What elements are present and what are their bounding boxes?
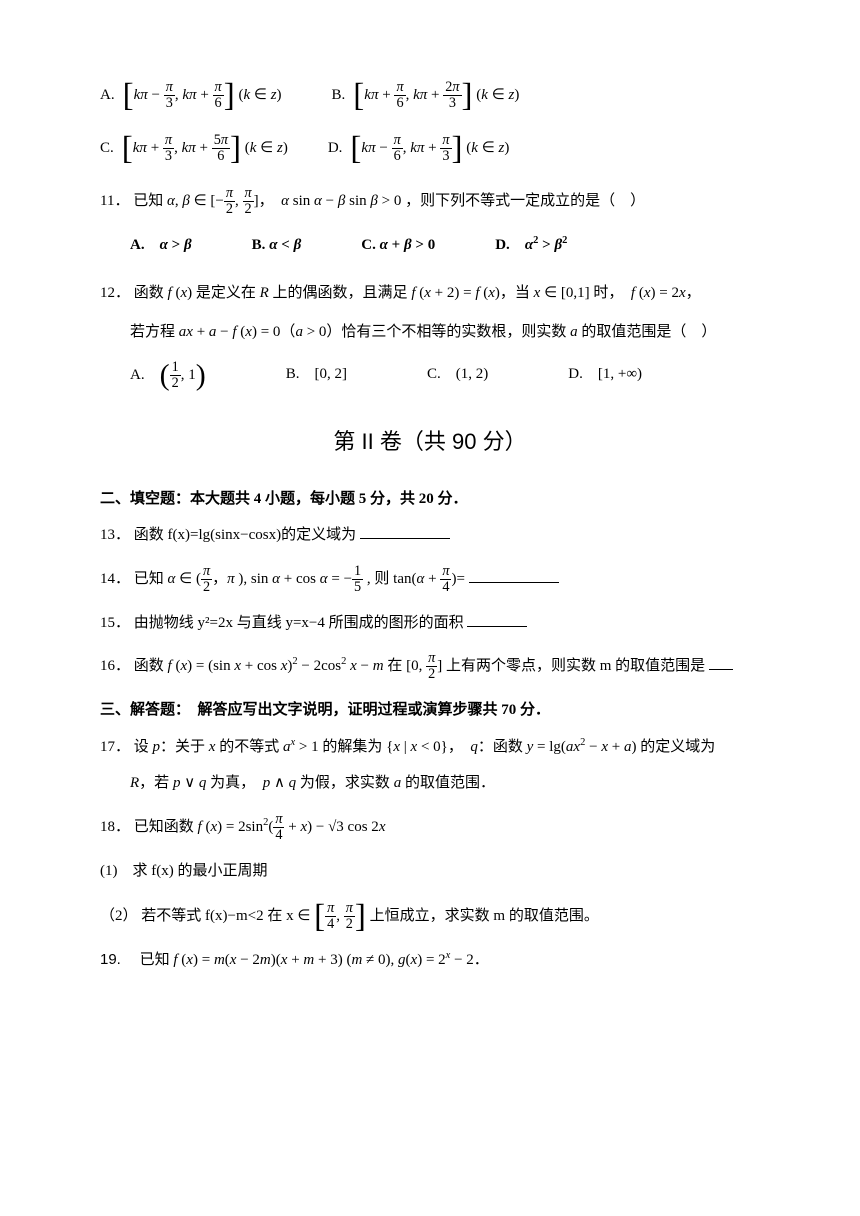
q11-opt-b: B. α < β	[252, 231, 302, 260]
question-19: 19. 已知 f (x) = m(x − 2m)(x + m + 3) (m ≠…	[100, 946, 760, 975]
q10-d-label: D.	[328, 134, 343, 163]
q10-a-label: A.	[100, 81, 115, 110]
q17-l2: R，若 p ∨ q 为真， p ∧ q 为假，求实数 a 的取值范围．	[100, 769, 760, 798]
q19-stem: 已知 f (x) = m(x − 2m)(x + m + 3) (m ≠ 0),…	[125, 952, 489, 968]
question-16: 16． 函数 f (x) = (sin x + cos x)2 − 2cos2 …	[100, 651, 760, 682]
q17-num: 17．	[100, 733, 130, 762]
q14-mid: , 则 tan(α + π4)=	[367, 571, 465, 587]
q10-c-label: C.	[100, 134, 114, 163]
q10-options-row2: C. [kπ + π3, kπ + 5π6] (k ∈ z) D. [kπ − …	[100, 133, 760, 164]
q17-l1: 设 p：关于 x 的不等式 ax > 1 的解集为 {x | x < 0}， q…	[134, 739, 715, 755]
q11-stem-math: α, β ∈ [−π2, π2]， α sin α − β sin β > 0	[167, 193, 401, 209]
q12-opt-c: C. (1, 2)	[427, 360, 488, 391]
q13-blank	[360, 525, 450, 539]
q10-option-c: C. [kπ + π3, kπ + 5π6] (k ∈ z)	[100, 133, 288, 164]
question-15: 15． 由抛物线 y²=2x 与直线 y=x−4 所围成的图形的面积	[100, 609, 760, 638]
q11-stem-prefix: 已知	[133, 193, 163, 209]
q18-p2a: （2） 若不等式 f(x)−m<2 在 x ∈	[100, 908, 314, 924]
q10-c-expr: [kπ + π3, kπ + 5π6] (k ∈ z)	[122, 133, 288, 164]
q12-stem-b: 若方程 ax + a − f (x) = 0（a > 0）恰有三个不相等的实数根…	[100, 318, 760, 347]
q13-text: 函数 f(x)=lg(sinx−cosx)的定义域为	[134, 527, 356, 543]
q11-stem-rest: ，则下列不等式一定成立的是（ ）	[405, 193, 645, 209]
q12-stem-a: 函数 f (x) 是定义在 R 上的偶函数，且满足 f (x + 2) = f …	[134, 285, 701, 301]
q15-blank	[467, 613, 527, 627]
q10-d-expr: [kπ − π6, kπ + π3] (k ∈ z)	[350, 133, 509, 164]
q18-p2b: 上恒成立，求实数 m 的取值范围。	[370, 908, 599, 924]
part-2-heading: 二、填空题：本大题共 4 小题，每小题 5 分，共 20 分．	[100, 485, 760, 514]
q11-opt-a: A. α > β	[130, 231, 192, 260]
q10-option-a: A. [kπ − π3, kπ + π6] (k ∈ z)	[100, 80, 282, 111]
q13-num: 13．	[100, 521, 130, 550]
q16-post: 上有两个零点，则实数 m 的取值范围是	[446, 658, 705, 674]
q12-num: 12．	[100, 279, 130, 308]
q18-part2: （2） 若不等式 f(x)−m<2 在 x ∈ [π4, π2] 上恒成立，求实…	[100, 901, 760, 932]
q14-num: 14．	[100, 565, 130, 594]
section-2-title: 第 II 卷（共 90 分）	[100, 421, 760, 463]
part-3-heading: 三、解答题： 解答应写出文字说明，证明过程或演算步骤共 70 分．	[100, 696, 760, 725]
q11-opt-c: C. α + β > 0	[361, 231, 435, 260]
q11-num: 11．	[100, 187, 129, 216]
q19-num: 19.	[100, 946, 121, 975]
q14-math: α ∈ (π2，π ), sin α + cos α = −15	[168, 571, 364, 587]
q18-part1: (1) 求 f(x) 的最小正周期	[100, 857, 760, 886]
question-17: 17． 设 p：关于 x 的不等式 ax > 1 的解集为 {x | x < 0…	[100, 733, 760, 798]
question-12: 12． 函数 f (x) 是定义在 R 上的偶函数，且满足 f (x + 2) …	[100, 279, 760, 346]
question-13: 13． 函数 f(x)=lg(sinx−cosx)的定义域为	[100, 521, 760, 550]
q16-pre: 函数	[134, 658, 164, 674]
q14-pre: 已知	[134, 571, 164, 587]
q15-num: 15．	[100, 609, 130, 638]
q16-blank	[709, 656, 733, 670]
q10-option-b: B. [kπ + π6, kπ + 2π3] (k ∈ z)	[332, 80, 520, 111]
q16-math: f (x) = (sin x + cos x)2 − 2cos2 x − m 在…	[168, 658, 446, 674]
q18-p2-interval: [π4, π2]	[314, 908, 366, 924]
q12-opt-d: D. [1, +∞)	[568, 360, 642, 391]
q10-a-expr: [kπ − π3, kπ + π6] (k ∈ z)	[123, 80, 282, 111]
q16-num: 16．	[100, 652, 130, 681]
question-11: 11． 已知 α, β ∈ [−π2, π2]， α sin α − β sin…	[100, 186, 760, 217]
q12-opt-b: B. [0, 2]	[286, 360, 347, 391]
q10-b-expr: [kπ + π6, kπ + 2π3] (k ∈ z)	[353, 80, 519, 111]
q12-opt-a: A. (12, 1)	[130, 360, 206, 391]
q11-opt-d: D. α2 > β2	[495, 231, 567, 260]
q10-b-label: B.	[332, 81, 346, 110]
question-18: 18． 已知函数 f (x) = 2sin2(π4 + x) − √3 cos …	[100, 812, 760, 843]
q11-options: A. α > β B. α < β C. α + β > 0 D. α2 > β…	[130, 231, 760, 260]
q15-text: 由抛物线 y²=2x 与直线 y=x−4 所围成的图形的面积	[134, 615, 464, 631]
q18-num: 18．	[100, 813, 130, 842]
question-14: 14． 已知 α ∈ (π2，π ), sin α + cos α = −15 …	[100, 564, 760, 595]
q12-options: A. (12, 1) B. [0, 2] C. (1, 2) D. [1, +∞…	[130, 360, 760, 391]
q10-options-row1: A. [kπ − π3, kπ + π6] (k ∈ z) B. [kπ + π…	[100, 80, 760, 111]
q14-blank	[469, 569, 559, 583]
q18-stem: 已知函数 f (x) = 2sin2(π4 + x) − √3 cos 2x	[134, 819, 386, 835]
q10-option-d: D. [kπ − π6, kπ + π3] (k ∈ z)	[328, 133, 510, 164]
